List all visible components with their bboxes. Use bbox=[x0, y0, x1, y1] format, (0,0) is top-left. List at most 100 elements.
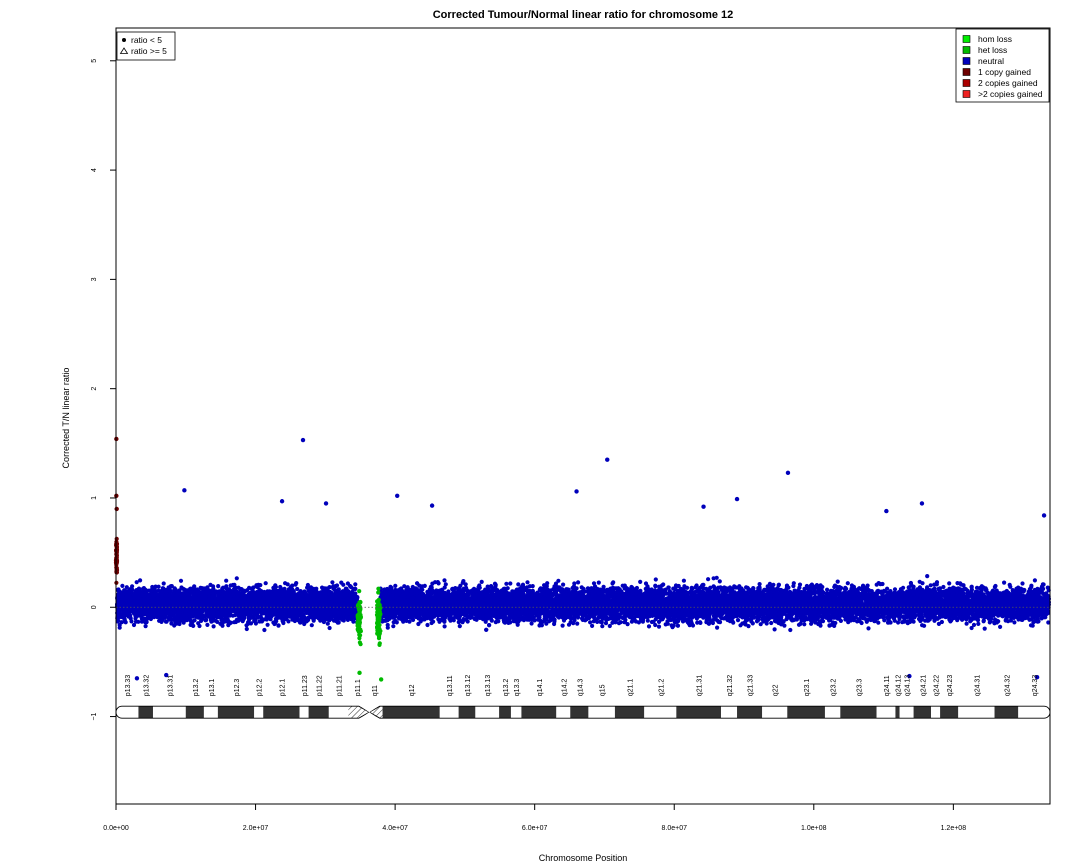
data-point bbox=[163, 589, 168, 594]
data-point bbox=[325, 617, 330, 622]
data-point bbox=[325, 621, 330, 626]
data-point bbox=[226, 587, 232, 592]
data-point bbox=[289, 601, 294, 606]
data-point bbox=[300, 600, 305, 606]
data-point bbox=[306, 598, 311, 603]
data-point bbox=[346, 616, 351, 621]
data-point bbox=[171, 617, 176, 622]
data-point bbox=[224, 578, 229, 583]
data-point bbox=[305, 582, 310, 588]
data-point bbox=[200, 586, 205, 591]
data-point bbox=[328, 594, 333, 600]
data-point bbox=[177, 612, 182, 617]
data-point bbox=[312, 587, 317, 593]
data-point bbox=[211, 624, 216, 629]
data-point bbox=[319, 612, 324, 618]
data-point bbox=[143, 587, 148, 592]
data-point bbox=[281, 592, 286, 597]
data-point bbox=[313, 614, 318, 620]
data-point bbox=[179, 601, 184, 607]
data-point bbox=[161, 615, 166, 620]
data-point bbox=[258, 593, 264, 598]
data-point bbox=[170, 596, 175, 601]
data-point bbox=[228, 583, 233, 588]
data-point bbox=[241, 611, 246, 616]
data-point bbox=[175, 619, 180, 624]
data-point bbox=[306, 610, 312, 616]
data-point bbox=[172, 610, 177, 615]
data-point bbox=[241, 598, 247, 603]
data-point bbox=[797, 582, 803, 587]
data-point bbox=[227, 596, 232, 601]
data-point bbox=[119, 590, 124, 595]
data-point bbox=[186, 594, 191, 599]
data-point bbox=[138, 578, 143, 583]
data-points bbox=[113, 436, 1051, 682]
data-point bbox=[148, 616, 153, 622]
data-point bbox=[309, 623, 314, 628]
data-point bbox=[193, 595, 198, 600]
data-point bbox=[286, 619, 291, 624]
data-point bbox=[187, 617, 192, 623]
data-point bbox=[193, 611, 198, 617]
data-point bbox=[259, 619, 265, 624]
data-point bbox=[341, 612, 346, 618]
data-point bbox=[220, 586, 225, 591]
data-point bbox=[190, 604, 195, 609]
data-point bbox=[180, 596, 185, 602]
data-point bbox=[278, 584, 283, 590]
data-point bbox=[267, 599, 273, 604]
data-point bbox=[264, 617, 269, 622]
data-point bbox=[331, 586, 336, 591]
data-point bbox=[191, 591, 196, 596]
data-point bbox=[327, 585, 332, 590]
data-point bbox=[116, 587, 121, 592]
data-point bbox=[277, 613, 282, 618]
data-point bbox=[213, 601, 218, 607]
data-point bbox=[188, 586, 193, 591]
data-point bbox=[350, 596, 355, 601]
data-point bbox=[232, 620, 237, 625]
data-point bbox=[263, 581, 268, 586]
data-point bbox=[259, 589, 264, 594]
data-point bbox=[320, 596, 326, 601]
data-point bbox=[301, 614, 306, 619]
y-axis-label: Corrected T/N linear ratio bbox=[61, 368, 71, 469]
data-point bbox=[116, 592, 121, 598]
data-point bbox=[525, 580, 530, 585]
data-point bbox=[335, 620, 340, 625]
data-point bbox=[344, 597, 349, 603]
data-point bbox=[347, 611, 352, 616]
data-point bbox=[153, 591, 158, 596]
series-neutral bbox=[115, 574, 1051, 633]
data-point bbox=[255, 585, 260, 590]
data-point bbox=[234, 595, 239, 600]
data-point bbox=[268, 617, 273, 622]
data-point bbox=[177, 608, 182, 613]
data-point bbox=[123, 619, 128, 624]
data-point bbox=[232, 608, 237, 614]
x-axis-label: Chromosome Position bbox=[539, 853, 628, 863]
data-point bbox=[223, 595, 228, 601]
data-point bbox=[139, 593, 144, 598]
data-point bbox=[306, 617, 311, 623]
data-point bbox=[324, 608, 329, 613]
data-point bbox=[224, 612, 229, 617]
data-point bbox=[200, 594, 205, 600]
data-point bbox=[135, 596, 141, 601]
data-point bbox=[332, 602, 337, 608]
data-point bbox=[316, 607, 321, 613]
data-point bbox=[205, 591, 210, 596]
data-point bbox=[155, 610, 161, 616]
data-point bbox=[192, 618, 197, 623]
data-point bbox=[156, 584, 161, 589]
data-point bbox=[173, 587, 178, 592]
data-point bbox=[161, 581, 166, 586]
data-point bbox=[210, 594, 215, 599]
data-point bbox=[183, 611, 188, 616]
data-point bbox=[232, 613, 238, 618]
data-point bbox=[252, 607, 258, 613]
data-point bbox=[336, 588, 341, 593]
data-point bbox=[293, 609, 298, 615]
